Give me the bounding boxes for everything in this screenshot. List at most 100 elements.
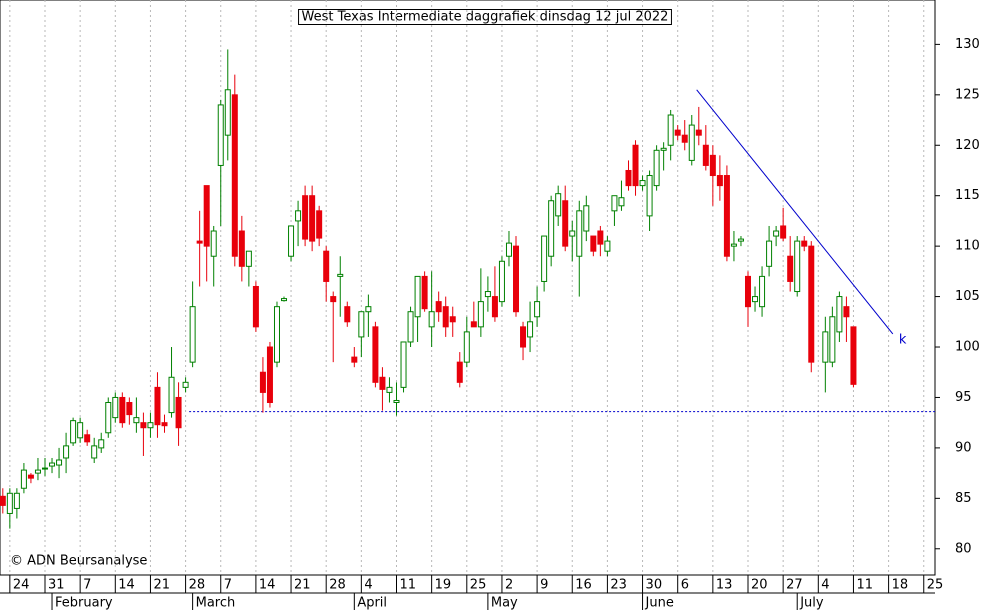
candle-body xyxy=(674,129,681,136)
candle-body xyxy=(541,235,548,282)
candle-body xyxy=(6,492,13,514)
candle-body xyxy=(231,94,238,257)
candle-body xyxy=(91,445,98,459)
y-tick-label: 85 xyxy=(955,491,972,506)
x-tick-label: 19 xyxy=(435,578,452,593)
candle-body xyxy=(41,467,48,470)
candle-body xyxy=(442,306,449,328)
candle-body xyxy=(618,197,625,207)
candle-body xyxy=(695,129,702,136)
month-label: February xyxy=(55,596,113,610)
candle-body xyxy=(238,230,245,267)
candle-body xyxy=(56,459,63,466)
candle-body xyxy=(161,422,168,427)
candle-body xyxy=(555,193,562,217)
y-tick-label: 90 xyxy=(955,440,972,455)
chart-title: West Texas Intermediate daggrafiek dinsd… xyxy=(302,10,669,25)
x-tick-label: 4 xyxy=(821,578,829,593)
x-tick-label: 6 xyxy=(681,578,689,593)
candle-body xyxy=(759,275,766,308)
y-tick-label: 130 xyxy=(955,37,980,52)
candle-body xyxy=(808,245,815,363)
candle-body xyxy=(829,316,836,363)
x-tick-label: 7 xyxy=(83,578,91,593)
x-tick-label: 28 xyxy=(189,578,206,593)
x-tick-label: 28 xyxy=(329,578,346,593)
candle-body xyxy=(27,474,34,479)
candle-body xyxy=(266,346,273,404)
candle-body xyxy=(119,396,126,424)
candle-body xyxy=(203,185,210,247)
candle-body xyxy=(337,273,344,277)
x-tick-label: 23 xyxy=(610,578,627,593)
month-label: May xyxy=(491,596,518,610)
candle-body xyxy=(70,420,77,444)
candle-body xyxy=(681,134,688,143)
candle-body xyxy=(168,376,175,414)
x-tick-label: 18 xyxy=(892,578,909,593)
candle-body xyxy=(449,316,456,323)
candle-body xyxy=(330,296,337,303)
candle-body xyxy=(154,386,161,426)
candle-body xyxy=(463,331,470,363)
trend-label: k xyxy=(899,332,907,347)
candle-body xyxy=(252,285,259,328)
x-tick-label: 14 xyxy=(259,578,276,593)
y-tick-label: 120 xyxy=(955,138,980,153)
x-tick-label: 25 xyxy=(927,578,944,593)
candle-body xyxy=(766,240,773,267)
plot-frame xyxy=(0,0,936,576)
candle-body xyxy=(13,492,20,509)
candle-body xyxy=(822,331,829,363)
candle-body xyxy=(667,114,674,146)
candle-body xyxy=(281,298,288,302)
candle-body xyxy=(133,417,140,424)
candle-body xyxy=(351,356,358,363)
y-tick-label: 115 xyxy=(955,188,980,203)
candle-body xyxy=(414,275,421,318)
month-label: April xyxy=(357,596,387,610)
y-tick-label: 110 xyxy=(955,239,980,254)
candle-body xyxy=(323,250,330,282)
candle-body xyxy=(836,296,843,333)
x-tick-label: 30 xyxy=(646,578,663,593)
candle-body xyxy=(505,242,512,257)
candle-body xyxy=(140,422,147,429)
x-tick-label: 2 xyxy=(505,578,513,593)
candle-body xyxy=(288,225,295,257)
candle-body xyxy=(77,422,84,439)
candle-body xyxy=(224,89,231,136)
candle-body xyxy=(49,462,56,467)
candle-body xyxy=(604,240,611,252)
candle-body xyxy=(428,311,435,328)
y-tick-label: 105 xyxy=(955,289,980,304)
candle-body xyxy=(801,240,808,247)
candle-body xyxy=(611,195,618,212)
candle-body xyxy=(632,144,639,187)
x-tick-label: 25 xyxy=(470,578,487,593)
candle-body xyxy=(210,230,217,257)
candle-body xyxy=(660,147,667,151)
x-tick-label: 27 xyxy=(786,578,803,593)
x-tick-label: 16 xyxy=(575,578,592,593)
candle-body xyxy=(196,240,203,244)
y-tick-label: 95 xyxy=(955,390,972,405)
x-tick-label: 9 xyxy=(540,578,548,593)
x-tick-label: 4 xyxy=(364,578,372,593)
candle-body xyxy=(273,306,280,363)
candle-body xyxy=(513,245,520,313)
candle-body xyxy=(365,306,372,313)
candle-body xyxy=(646,175,653,217)
copyright: © ADN Beursanalyse xyxy=(10,554,147,569)
candle-body xyxy=(709,154,716,177)
candle-body xyxy=(400,341,407,388)
candle-body xyxy=(716,175,723,187)
trend-line xyxy=(696,89,894,335)
x-tick-label: 11 xyxy=(856,578,873,593)
candle-body xyxy=(245,250,252,267)
candle-body xyxy=(175,396,182,429)
candle-body xyxy=(520,326,527,348)
candle-body xyxy=(723,175,730,257)
candle-body xyxy=(435,301,442,313)
candle-body xyxy=(569,230,576,237)
